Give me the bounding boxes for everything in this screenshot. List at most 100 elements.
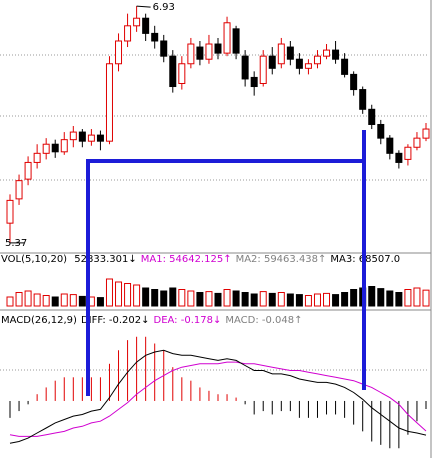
volume-bar	[187, 290, 195, 307]
volume-bar	[78, 295, 86, 307]
candle-body	[286, 46, 294, 60]
candle-body	[87, 134, 95, 142]
dea-line	[9, 361, 427, 437]
candle-body	[178, 63, 186, 84]
candle-body	[51, 143, 59, 153]
candle-body	[124, 25, 132, 42]
candle-body	[115, 40, 123, 65]
annotation-leader	[136, 5, 151, 8]
indicator-header: VOL(5,10,20) 52833.301↓ MA1: 54642.125↑ MA…	[1, 254, 400, 265]
candle-body	[187, 43, 195, 65]
marks: 6.93 5.37 VOL(5,10,20) 52833.301↓ MA1: 5464…	[1, 2, 430, 449]
volume-bar	[341, 292, 349, 307]
header-item: VOL(5,10,20)	[1, 254, 67, 265]
candle-body	[105, 63, 113, 142]
volume-bar	[313, 293, 321, 307]
volume-bar	[250, 293, 258, 307]
header-item: 52833.301↓	[71, 254, 137, 265]
annotation-box	[86, 130, 366, 396]
volume-bar	[241, 292, 249, 307]
volume-bar	[96, 297, 104, 307]
volume-bar	[178, 289, 186, 307]
volume-bar	[295, 294, 303, 307]
volume-bar	[60, 293, 68, 307]
volume-bar	[160, 290, 168, 307]
candle-body	[413, 137, 421, 148]
volume-bar	[422, 289, 430, 307]
candle-body	[69, 131, 77, 141]
candle-body	[151, 32, 159, 42]
candle-body	[422, 128, 430, 139]
volume-bar	[350, 289, 358, 307]
volume-bar	[24, 290, 32, 307]
candle-body	[377, 123, 385, 139]
volume-bar	[42, 295, 50, 307]
candle-body	[268, 55, 276, 69]
candle-body	[214, 43, 222, 54]
volume-bar	[386, 290, 394, 307]
header-item: MA2: 59463.438↑	[236, 254, 327, 265]
volume-bar	[205, 291, 213, 307]
volume-bar	[196, 292, 204, 307]
candle-body	[169, 55, 177, 88]
candle-body	[277, 43, 285, 65]
volume-bar	[413, 287, 421, 307]
volume-bar	[304, 295, 312, 307]
candle-body	[304, 63, 312, 69]
candle-body	[133, 17, 141, 27]
volume-bar	[377, 288, 385, 307]
price-annotation: 5.37	[5, 238, 27, 249]
candle-body	[341, 58, 349, 75]
volume-bar	[115, 281, 123, 307]
candle-body	[404, 146, 412, 160]
header-item: MACD: -0.048↑	[225, 315, 302, 326]
candle-body	[250, 76, 258, 88]
header-item: DEA: -0.178↓	[154, 315, 222, 326]
volume-bar	[105, 278, 113, 307]
volume-bar	[277, 292, 285, 307]
candle-body	[142, 17, 150, 34]
candle-body	[368, 108, 376, 125]
volume-bar	[15, 292, 23, 307]
volume-bar	[124, 283, 132, 307]
candle-body	[232, 28, 240, 54]
volume-bar	[69, 294, 77, 307]
candle-body	[196, 46, 204, 60]
header-item: MACD(26,12,9)	[1, 315, 77, 326]
volume-bar	[33, 293, 41, 307]
candle-body	[295, 58, 303, 69]
volume-bar	[51, 296, 59, 307]
candle-body	[323, 49, 331, 57]
volume-bar	[169, 287, 177, 307]
volume-bar	[268, 292, 276, 307]
candle-body	[6, 199, 14, 224]
candle-body	[160, 40, 168, 57]
price-annotation: 6.93	[153, 2, 175, 13]
annotation-line	[86, 159, 363, 396]
candle-body	[259, 55, 267, 84]
volume-bar	[223, 289, 231, 307]
candle-body	[386, 137, 394, 154]
candle-body	[24, 161, 32, 180]
volume-bar	[286, 293, 294, 307]
candle-body	[96, 134, 104, 142]
volume-bar	[404, 289, 412, 307]
header-item: DIFF: -0.202↓	[81, 315, 150, 326]
candle-body	[395, 152, 403, 163]
volume-bar	[232, 290, 240, 307]
candle-body	[350, 73, 358, 91]
volume-bar	[368, 286, 376, 307]
header-item: MA1: 54642.125↑	[141, 254, 232, 265]
candle-body	[15, 180, 23, 200]
volume-bar	[214, 292, 222, 307]
candle-body	[241, 55, 249, 80]
candle-body	[78, 131, 86, 142]
indicator-header: MACD(26,12,9) DIFF: -0.202↓ DEA: -0.178↓ MA…	[1, 315, 303, 326]
candle-body	[33, 152, 41, 163]
candle-body	[42, 143, 50, 154]
volume-bar	[6, 296, 14, 307]
candle-body	[60, 139, 68, 153]
volume-bar	[133, 284, 141, 307]
